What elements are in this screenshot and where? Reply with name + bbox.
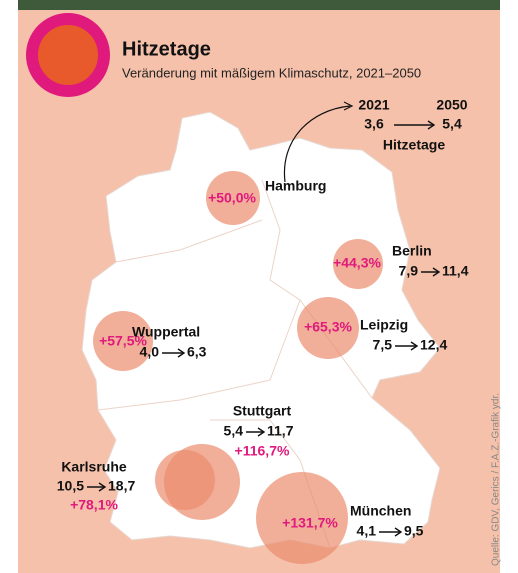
legend-year: 2050 — [436, 97, 467, 113]
city-change: +50,0% — [208, 190, 256, 206]
city-name: Leipzig — [360, 317, 408, 333]
subtitle: Veränderung mit mäßigem Klimaschutz, 202… — [122, 65, 421, 80]
value-to: 9,5 — [404, 523, 424, 539]
arrow-head — [177, 348, 186, 358]
city-name: Hamburg — [265, 178, 326, 194]
legend-year: 2021 — [358, 97, 389, 113]
value-from: 10,5 — [57, 478, 84, 494]
germany-shape — [81, 111, 441, 549]
city-circles — [93, 171, 383, 564]
photo-strip — [18, 0, 500, 10]
city-name: Wuppertal — [132, 324, 200, 340]
arrow-head — [98, 482, 107, 492]
city-change: +131,7% — [282, 515, 338, 531]
value-to: 11,4 — [442, 263, 469, 279]
arrow-head — [257, 427, 266, 437]
value-to: 6,3 — [187, 344, 207, 360]
legend-unit: Hitzetage — [383, 137, 445, 153]
city-change: +65,3% — [304, 319, 352, 335]
city-change: +57,5% — [99, 333, 147, 349]
city-name: München — [350, 503, 411, 519]
value-to: 11,7 — [267, 423, 294, 439]
city-change: +44,3% — [333, 255, 381, 271]
legend-curve-head — [343, 101, 354, 111]
legend-value: 5,4 — [442, 116, 462, 132]
logo — [26, 13, 110, 97]
value-from: 5,4 — [224, 423, 244, 439]
title: Hitzetage — [122, 38, 211, 60]
city-change: +78,1% — [70, 497, 118, 513]
source: Quelle: GDV, Gerics / F.A.Z.-Grafik ydr. — [491, 393, 502, 566]
arrow-head — [432, 267, 441, 277]
value-to: 12,4 — [420, 337, 447, 353]
value-from: 7,9 — [399, 263, 419, 279]
legend-curve — [283, 105, 351, 183]
city-change: +116,7% — [235, 443, 290, 459]
arrow-head — [394, 527, 403, 537]
city-name: Stuttgart — [233, 403, 292, 419]
city-name: Karlsruhe — [61, 459, 127, 475]
city-name: Berlin — [392, 243, 432, 259]
arrow-head — [427, 120, 436, 130]
value-to: 18,7 — [108, 478, 135, 494]
value-from: 7,5 — [373, 337, 393, 353]
value-from: 4,0 — [140, 344, 160, 360]
arrow-head — [410, 341, 419, 351]
value-from: 4,1 — [357, 523, 377, 539]
legend-value: 3,6 — [364, 116, 384, 132]
